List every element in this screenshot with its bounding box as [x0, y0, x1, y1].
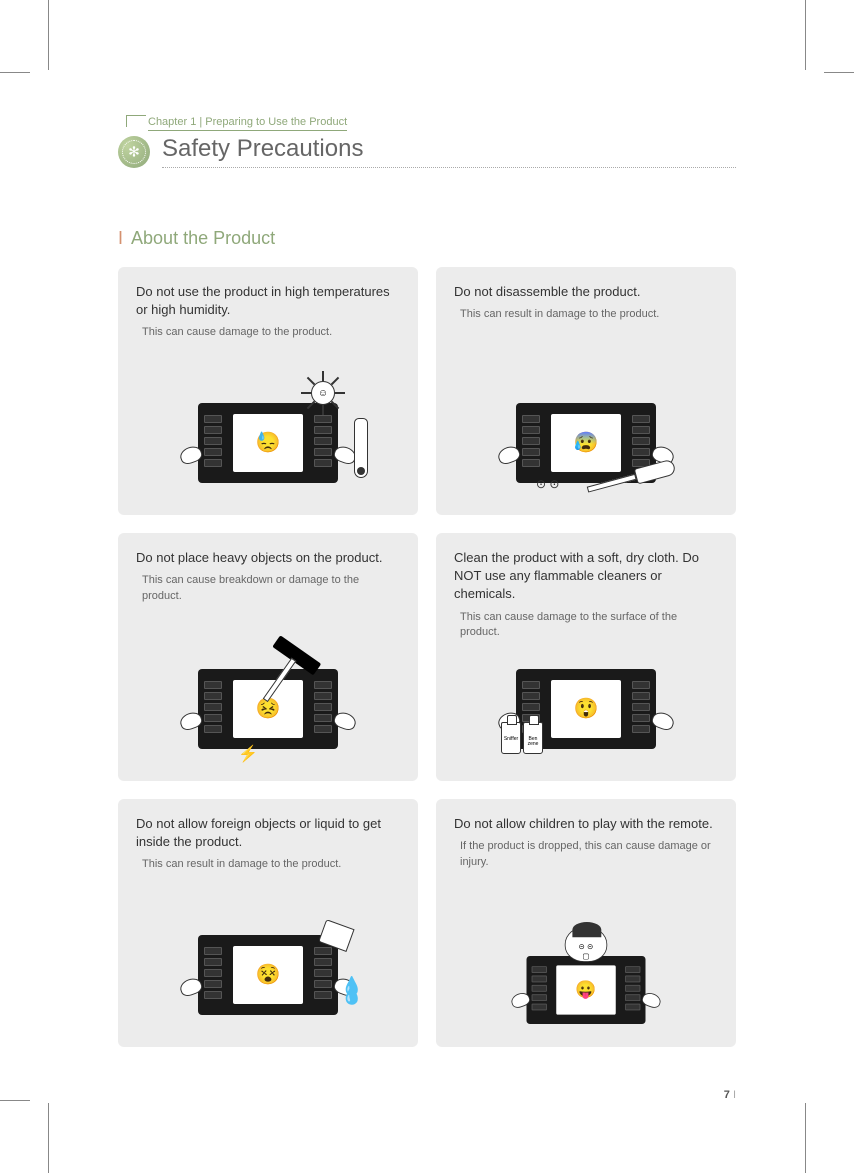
precaution-grid: Do not use the product in high temperatu…	[118, 267, 736, 1047]
impact-icon: ⚡	[238, 744, 258, 764]
card-desc: This can result in damage to the product…	[136, 857, 400, 872]
face-icon: 😲	[574, 699, 599, 719]
card-heavy-objects: Do not place heavy objects on the produc…	[118, 533, 418, 781]
card-cleaning: Clean the product with a soft, dry cloth…	[436, 533, 736, 781]
page-title: Safety Precautions	[162, 135, 736, 168]
illustration-child: 😛 ⊝ ⊝▢	[486, 915, 686, 1035]
connector-line	[126, 115, 146, 127]
card-title: Do not allow foreign objects or liquid t…	[136, 815, 400, 851]
illustration-liquid: 😵 💧💧	[168, 915, 368, 1035]
page-header: Chapter 1 | Preparing to Use the Product…	[118, 112, 736, 168]
card-children: Do not allow children to play with the r…	[436, 799, 736, 1047]
card-disassemble: Do not disassemble the product. This can…	[436, 267, 736, 515]
page-number: 7 I	[724, 1089, 736, 1101]
screws-icon: ⊙ ⊙	[536, 477, 559, 491]
drops-icon: 💧💧	[341, 982, 363, 1000]
section-bar: I	[118, 228, 123, 248]
face-icon: 😓	[256, 433, 281, 453]
face-icon: 😵	[256, 965, 281, 985]
section-text: About the Product	[131, 228, 275, 248]
illustration-disassemble: 😰 ⊙ ⊙	[486, 383, 686, 503]
card-desc: If the product is dropped, this can caus…	[454, 839, 718, 870]
section-title: I About the Product	[118, 228, 736, 249]
thermometer-icon	[354, 418, 368, 478]
card-title: Do not allow children to play with the r…	[454, 815, 718, 833]
bottles-icon: Sniffer Ben zene	[501, 722, 543, 754]
card-desc: This can cause breakdown or damage to th…	[136, 573, 400, 604]
illustration-hot: 😓 ☺	[168, 383, 368, 503]
card-high-temp: Do not use the product in high temperatu…	[118, 267, 418, 515]
section-icon	[118, 136, 150, 168]
sun-icon: ☺	[303, 373, 343, 413]
illustration-heavy: 😣 ⚡	[168, 649, 368, 769]
card-title: Do not place heavy objects on the produc…	[136, 549, 400, 567]
title-row: Safety Precautions	[118, 135, 736, 168]
chapter-label: Chapter 1 | Preparing to Use the Product	[148, 116, 347, 131]
card-title: Clean the product with a soft, dry cloth…	[454, 549, 718, 604]
card-desc: This can result in damage to the product…	[454, 307, 718, 322]
card-desc: This can cause damage to the product.	[136, 325, 400, 340]
card-desc: This can cause damage to the surface of …	[454, 610, 718, 641]
face-icon: 😰	[574, 433, 599, 453]
face-icon: 😛	[575, 982, 596, 999]
page-content: Chapter 1 | Preparing to Use the Product…	[48, 72, 806, 1101]
card-liquid: Do not allow foreign objects or liquid t…	[118, 799, 418, 1047]
child-icon: ⊝ ⊝▢	[565, 926, 608, 962]
card-title: Do not use the product in high temperatu…	[136, 283, 400, 319]
illustration-clean: 😲 Sniffer Ben zene	[486, 649, 686, 769]
card-title: Do not disassemble the product.	[454, 283, 718, 301]
